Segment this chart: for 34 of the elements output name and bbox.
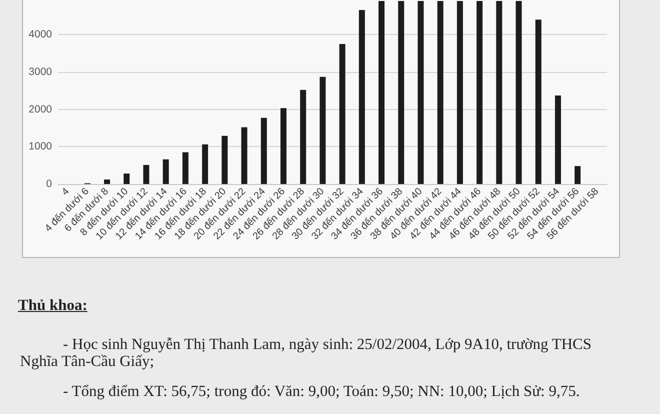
- bar: [516, 1, 522, 184]
- bar: [104, 180, 110, 184]
- bar: [476, 1, 483, 184]
- bar: [358, 10, 365, 184]
- bar: [437, 1, 444, 184]
- y-tick-label: 1000: [28, 140, 52, 153]
- bar: [418, 1, 424, 184]
- bar: [496, 1, 502, 184]
- bar: [202, 144, 208, 184]
- text: - Tổng điểm XT: 56,75; trong đó: Văn: 9,00; Toán: 9,50; NN: 10,00; Lịch Sử: 9,75.: [62, 383, 581, 400]
- y-tick-label: 4000: [28, 28, 52, 41]
- bar: [182, 152, 188, 184]
- text: - Học sinh Nguyễn Thị Thanh Lam, ngày sinh: 25/02/2004, Lớp 9A10, trường THCS Nghĩa Tân-Cầu Giấy;: [20, 336, 593, 370]
- bar: [143, 164, 150, 184]
- bar: [535, 20, 542, 184]
- x-tick-label: 4: [60, 186, 72, 198]
- bar: [554, 95, 561, 184]
- bar: [456, 1, 463, 184]
- bar: [320, 76, 326, 184]
- bar: [280, 108, 286, 184]
- bar: [398, 1, 404, 184]
- text: Thủ khoa:: [18, 297, 88, 314]
- bar: [260, 118, 267, 184]
- y-tick-label: 0: [46, 178, 52, 190]
- bar: [378, 1, 385, 184]
- bar: [574, 166, 581, 184]
- bar: [222, 136, 228, 184]
- bar: [300, 90, 306, 184]
- y-tick-label: 2000: [28, 103, 52, 116]
- bar: [124, 174, 130, 184]
- bar: [162, 159, 169, 184]
- bar: [241, 127, 248, 184]
- bar: [339, 44, 346, 184]
- y-tick-label: 3000: [28, 66, 52, 78]
